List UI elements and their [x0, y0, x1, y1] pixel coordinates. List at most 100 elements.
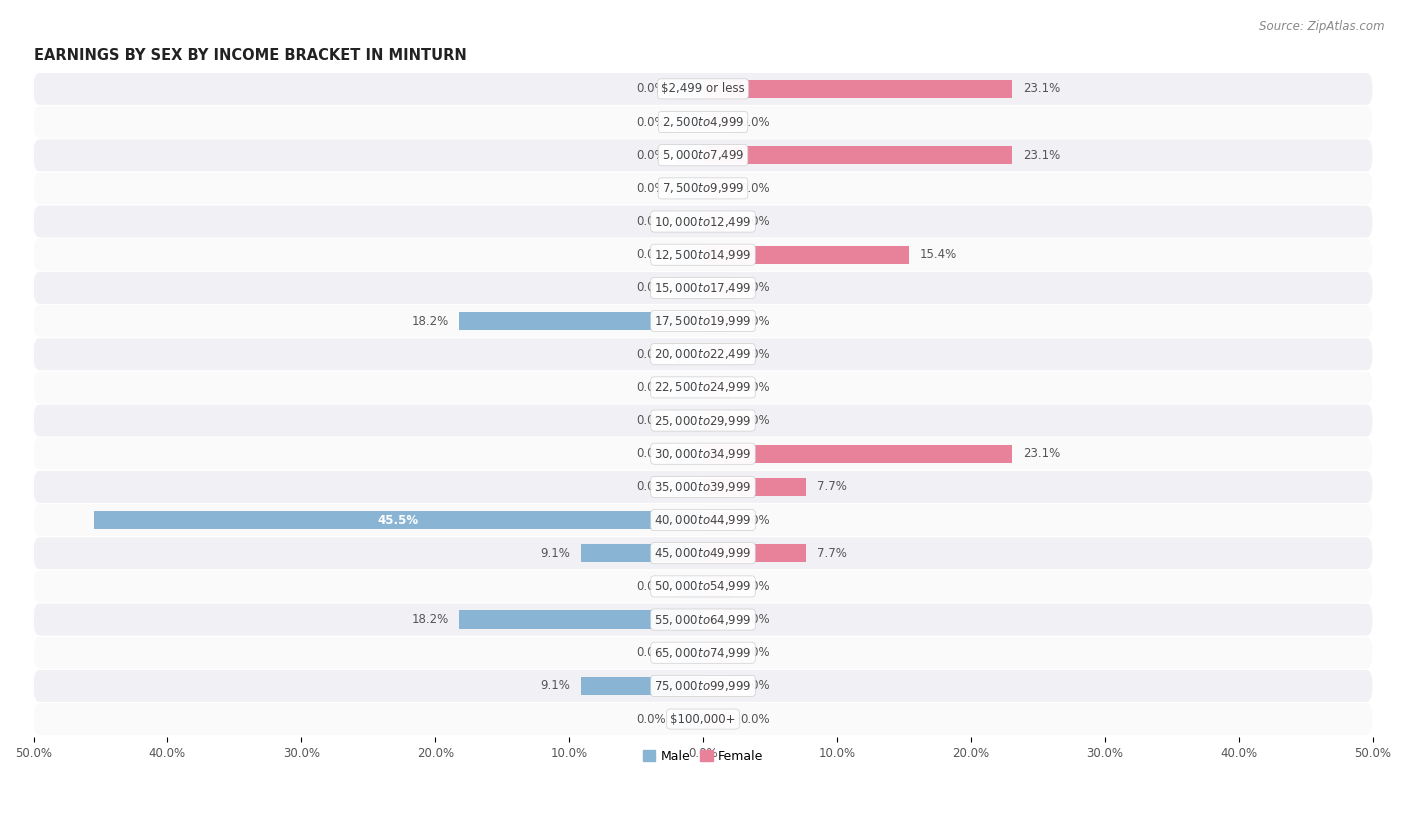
Text: 15.4%: 15.4%	[920, 248, 957, 261]
Bar	[703, 411, 730, 429]
Text: $12,500 to $14,999: $12,500 to $14,999	[654, 248, 752, 262]
Bar	[676, 710, 703, 728]
Text: 18.2%: 18.2%	[412, 613, 449, 626]
Text: 0.0%: 0.0%	[636, 248, 665, 261]
FancyBboxPatch shape	[34, 471, 1372, 502]
FancyBboxPatch shape	[34, 305, 1372, 337]
Text: $7,500 to $9,999: $7,500 to $9,999	[662, 181, 744, 195]
Bar	[703, 113, 730, 131]
Bar	[676, 644, 703, 662]
Bar	[703, 478, 730, 496]
Text: 9.1%: 9.1%	[540, 546, 571, 559]
Bar	[703, 80, 1012, 98]
Text: $100,000+: $100,000+	[671, 712, 735, 725]
Text: EARNINGS BY SEX BY INCOME BRACKET IN MINTURN: EARNINGS BY SEX BY INCOME BRACKET IN MIN…	[34, 47, 467, 63]
FancyBboxPatch shape	[34, 703, 1372, 735]
Text: $55,000 to $64,999: $55,000 to $64,999	[654, 612, 752, 627]
Bar	[676, 411, 703, 429]
Text: 0.0%: 0.0%	[636, 149, 665, 162]
Text: 0.0%: 0.0%	[741, 680, 770, 693]
Bar	[676, 445, 703, 463]
Text: $5,000 to $7,499: $5,000 to $7,499	[662, 148, 744, 163]
Text: 23.1%: 23.1%	[1024, 447, 1060, 460]
Text: 0.0%: 0.0%	[636, 380, 665, 393]
Bar	[676, 212, 703, 231]
Text: 7.7%: 7.7%	[817, 546, 846, 559]
Bar	[703, 279, 730, 297]
Text: $15,000 to $17,499: $15,000 to $17,499	[654, 280, 752, 295]
Bar	[676, 113, 703, 131]
Bar	[703, 146, 1012, 164]
Bar	[703, 577, 730, 595]
Bar	[703, 644, 730, 662]
Text: 0.0%: 0.0%	[636, 580, 665, 593]
Text: 0.0%: 0.0%	[741, 281, 770, 294]
Bar	[703, 544, 730, 563]
FancyBboxPatch shape	[34, 537, 1372, 569]
FancyBboxPatch shape	[34, 139, 1372, 171]
Text: 0.0%: 0.0%	[636, 348, 665, 361]
Text: 0.0%: 0.0%	[741, 414, 770, 427]
FancyBboxPatch shape	[34, 107, 1372, 138]
FancyBboxPatch shape	[34, 172, 1372, 204]
Bar	[703, 544, 806, 563]
Bar	[703, 445, 1012, 463]
Bar	[703, 212, 730, 231]
FancyBboxPatch shape	[34, 272, 1372, 304]
Text: $17,500 to $19,999: $17,500 to $19,999	[654, 314, 752, 328]
Text: 0.0%: 0.0%	[741, 182, 770, 195]
Bar	[676, 577, 703, 595]
Text: $2,499 or less: $2,499 or less	[661, 82, 745, 95]
Bar	[703, 378, 730, 397]
Text: 7.7%: 7.7%	[817, 480, 846, 493]
Text: 23.1%: 23.1%	[1024, 149, 1060, 162]
FancyBboxPatch shape	[34, 372, 1372, 403]
FancyBboxPatch shape	[34, 206, 1372, 237]
Text: $75,000 to $99,999: $75,000 to $99,999	[654, 679, 752, 693]
Text: 0.0%: 0.0%	[636, 281, 665, 294]
Bar	[676, 345, 703, 363]
Text: 0.0%: 0.0%	[741, 315, 770, 328]
Legend: Male, Female: Male, Female	[638, 745, 768, 767]
FancyBboxPatch shape	[34, 405, 1372, 437]
Text: $45,000 to $49,999: $45,000 to $49,999	[654, 546, 752, 560]
Text: 0.0%: 0.0%	[741, 380, 770, 393]
Text: 0.0%: 0.0%	[741, 613, 770, 626]
Bar	[676, 312, 703, 330]
Text: 0.0%: 0.0%	[741, 115, 770, 128]
Text: 0.0%: 0.0%	[636, 215, 665, 228]
Bar	[676, 179, 703, 198]
Text: $30,000 to $34,999: $30,000 to $34,999	[654, 446, 752, 461]
FancyBboxPatch shape	[34, 637, 1372, 668]
FancyBboxPatch shape	[34, 338, 1372, 370]
Bar	[703, 345, 730, 363]
Bar	[676, 80, 703, 98]
Text: 0.0%: 0.0%	[636, 115, 665, 128]
Text: 0.0%: 0.0%	[741, 580, 770, 593]
Bar	[703, 710, 730, 728]
Text: $10,000 to $12,499: $10,000 to $12,499	[654, 215, 752, 228]
FancyBboxPatch shape	[34, 437, 1372, 470]
Bar	[676, 246, 703, 264]
Text: 0.0%: 0.0%	[636, 646, 665, 659]
Text: $50,000 to $54,999: $50,000 to $54,999	[654, 580, 752, 593]
Bar	[676, 279, 703, 297]
Text: 0.0%: 0.0%	[741, 215, 770, 228]
FancyBboxPatch shape	[34, 239, 1372, 271]
Bar	[703, 511, 730, 529]
Text: 0.0%: 0.0%	[741, 514, 770, 527]
FancyBboxPatch shape	[34, 504, 1372, 536]
Text: $35,000 to $39,999: $35,000 to $39,999	[654, 480, 752, 493]
Text: 0.0%: 0.0%	[636, 447, 665, 460]
FancyBboxPatch shape	[34, 670, 1372, 702]
Text: 0.0%: 0.0%	[636, 182, 665, 195]
Bar	[581, 676, 703, 695]
Text: 18.2%: 18.2%	[412, 315, 449, 328]
Bar	[676, 676, 703, 695]
Text: 0.0%: 0.0%	[741, 646, 770, 659]
Bar	[703, 676, 730, 695]
Bar	[676, 478, 703, 496]
Text: 0.0%: 0.0%	[741, 348, 770, 361]
Bar	[703, 611, 730, 628]
Bar	[676, 146, 703, 164]
